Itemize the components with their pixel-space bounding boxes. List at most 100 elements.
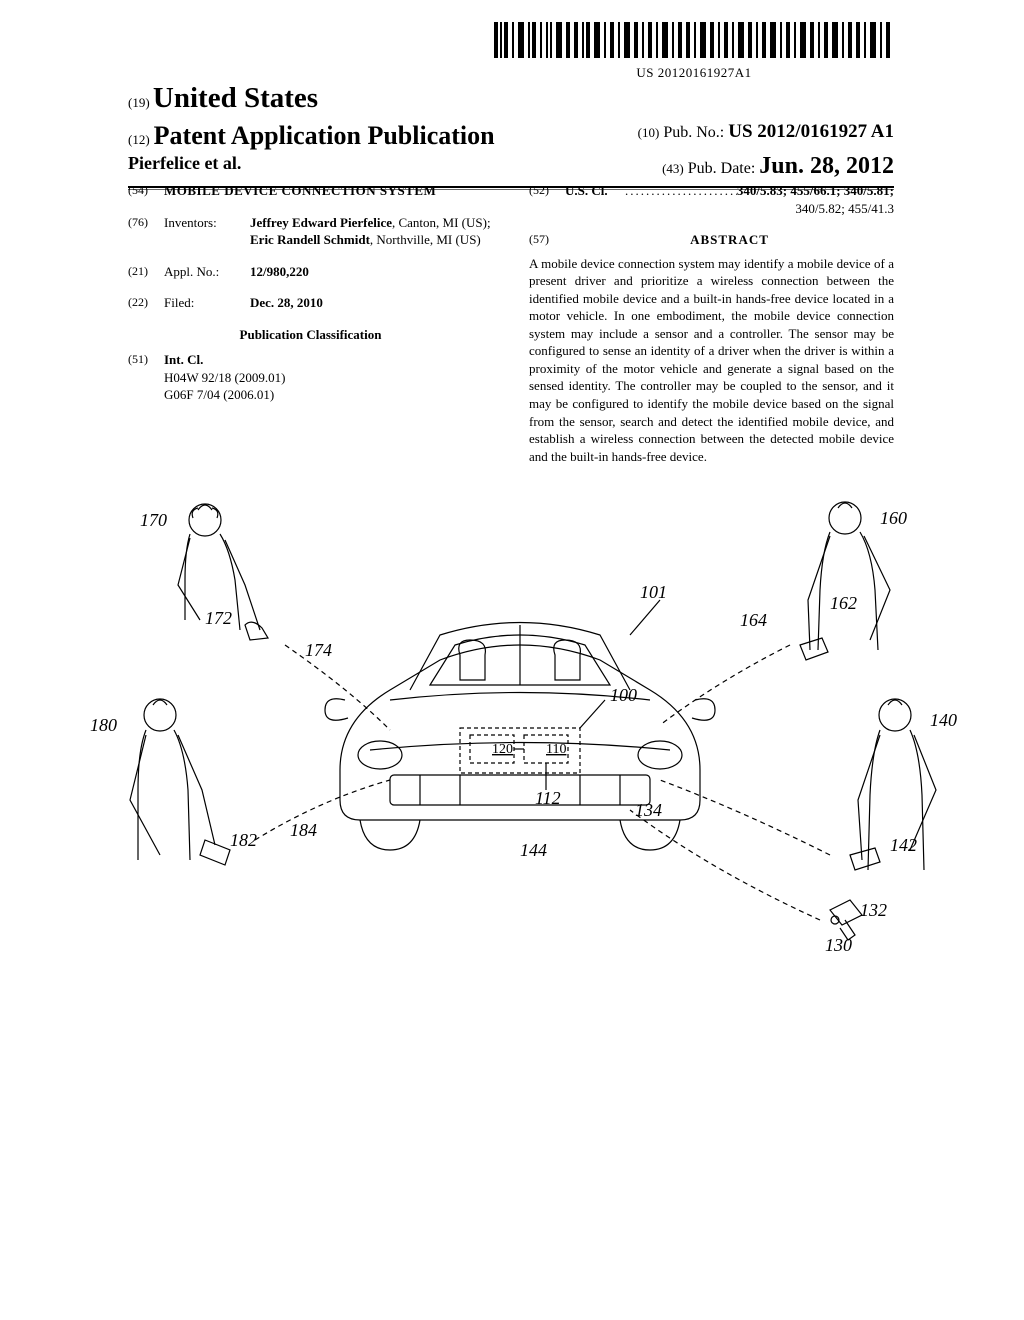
uscl-line1: 340/5.83; 455/66.1; 340/5.81; — [737, 183, 894, 198]
arc-164 — [660, 645, 790, 725]
inventor-name-1: Jeffrey Edward Pierfelice — [250, 215, 392, 230]
ref-130: 130 — [825, 935, 852, 956]
ref-112: 112 — [535, 788, 561, 809]
ref-174: 174 — [305, 640, 332, 661]
arc-174 — [285, 645, 390, 730]
intcl-label: Int. Cl. — [164, 351, 285, 369]
intcl-class-1: H04W 92/18 (2009.01) — [164, 369, 285, 387]
title-row: (54) MOBILE DEVICE CONNECTION SYSTEM — [128, 182, 493, 200]
phone-162 — [800, 638, 828, 660]
barcode-region: US 20120161927A1 — [494, 22, 894, 81]
ref-162: 162 — [830, 593, 857, 614]
code-52: (52) — [529, 182, 565, 217]
uscl-values-line2: 340/5.82; 455/41.3 — [625, 200, 894, 218]
uscl-label: U.S. Cl. — [565, 182, 625, 217]
abstract-heading: ABSTRACT — [565, 231, 894, 249]
intcl-row: (51) Int. Cl. H04W 92/18 (2009.01) G06F … — [128, 351, 493, 404]
box-120-label: 120 — [492, 742, 513, 757]
intcl-class-2: G06F 7/04 (2006.01) — [164, 386, 285, 404]
seat-left — [459, 640, 486, 680]
headlight-left — [358, 741, 402, 769]
figure-svg: 120 110 — [90, 490, 950, 990]
country-name: United States — [153, 82, 318, 114]
publication-type-text: Patent Application Publication — [154, 121, 495, 150]
barcode-graphic — [494, 22, 894, 58]
ref-144: 144 — [520, 840, 547, 861]
ref-132: 132 — [860, 900, 887, 921]
ref-170: 170 — [140, 510, 167, 531]
pub-number-block: (10) Pub. No.: US 2012/0161927 A1 — [638, 121, 894, 151]
code-19: (19) — [128, 95, 150, 110]
inventors-value: Jeffrey Edward Pierfelice, Canton, MI (U… — [250, 214, 493, 249]
car-bumper — [390, 775, 650, 805]
code-22: (22) — [128, 294, 164, 312]
key-130 — [830, 900, 862, 940]
authors: Pierfelice et al. — [128, 153, 241, 180]
code-57: (57) — [529, 231, 565, 255]
person-160 — [800, 502, 890, 660]
classification-heading: Publication Classification — [128, 326, 493, 344]
left-column: (54) MOBILE DEVICE CONNECTION SYSTEM (76… — [128, 182, 493, 465]
code-43: (43) — [662, 161, 684, 176]
header-block: (19) United States (12) Patent Applicati… — [128, 82, 894, 190]
intcl-class-2-code: G06F 7/04 — [164, 387, 220, 402]
wheel-left — [360, 820, 420, 850]
ref-101: 101 — [640, 582, 667, 603]
code-76: (76) — [128, 214, 164, 249]
abstract-text: A mobile device connection system may id… — [529, 255, 894, 466]
patent-figure: 120 110 170 172 174 180 182 184 160 162 … — [90, 490, 950, 990]
code-51: (51) — [128, 351, 164, 404]
arc-144 — [660, 780, 830, 855]
person-180 — [130, 699, 230, 865]
ref-160: 160 — [880, 508, 907, 529]
ref-164: 164 — [740, 610, 767, 631]
ref-172: 172 — [205, 608, 232, 629]
pub-date-value: Jun. 28, 2012 — [759, 153, 894, 179]
uscl-row: (52) U.S. Cl. ..........................… — [529, 182, 894, 217]
filed-value: Dec. 28, 2010 — [250, 294, 493, 312]
arc-184 — [255, 780, 390, 840]
leader-100 — [580, 700, 605, 728]
invention-title: MOBILE DEVICE CONNECTION SYSTEM — [164, 182, 436, 200]
mirror-left — [325, 699, 348, 720]
ref-134: 134 — [635, 800, 662, 821]
uscl-values-line1: 340/5.83; 455/66.1; 340/5.81; — [737, 182, 894, 200]
phone-142 — [850, 848, 880, 870]
right-column: (52) U.S. Cl. ..........................… — [529, 182, 894, 465]
country-line: (19) United States — [128, 82, 894, 115]
pub-no-value: US 2012/0161927 A1 — [728, 121, 894, 142]
intcl-class-2-ver: (2006.01) — [223, 387, 274, 402]
wheel-right — [620, 820, 680, 850]
headlight-right — [638, 741, 682, 769]
seat-right — [554, 640, 581, 680]
ref-184: 184 — [290, 820, 317, 841]
code-54: (54) — [128, 182, 164, 200]
key-172 — [245, 622, 268, 640]
barcode-text: US 20120161927A1 — [494, 65, 894, 81]
code-21: (21) — [128, 263, 164, 281]
code-12: (12) — [128, 132, 150, 147]
appl-no-value: 12/980,220 — [250, 263, 493, 281]
pub-date-label: Pub. Date: — [688, 160, 756, 177]
appl-no-row: (21) Appl. No.: 12/980,220 — [128, 263, 493, 281]
bibliography-columns: (54) MOBILE DEVICE CONNECTION SYSTEM (76… — [128, 182, 894, 465]
mirror-right — [692, 699, 715, 720]
code-10: (10) — [638, 125, 660, 140]
inventor-name-2: Eric Randell Schmidt — [250, 232, 370, 247]
inventors-row: (76) Inventors: Jeffrey Edward Pierfelic… — [128, 214, 493, 249]
uscl-dots: .......................... — [625, 182, 737, 200]
publication-type: (12) Patent Application Publication — [128, 121, 495, 151]
appl-no-label: Appl. No.: — [164, 263, 250, 281]
inventors-label: Inventors: — [164, 214, 250, 249]
intcl-class-1-code: H04W 92/18 — [164, 370, 231, 385]
inventor-loc-2: , Northville, MI (US) — [370, 232, 481, 247]
filed-label: Filed: — [164, 294, 250, 312]
intcl-class-1-ver: (2009.01) — [235, 370, 286, 385]
ref-140: 140 — [930, 710, 957, 731]
pub-date-block: (43) Pub. Date: Jun. 28, 2012 — [662, 153, 894, 180]
box-110-label: 110 — [546, 742, 566, 757]
inventor-loc-1: , Canton, MI (US); — [392, 215, 491, 230]
ref-182: 182 — [230, 830, 257, 851]
phone-182 — [200, 840, 230, 865]
ref-100: 100 — [610, 685, 637, 706]
